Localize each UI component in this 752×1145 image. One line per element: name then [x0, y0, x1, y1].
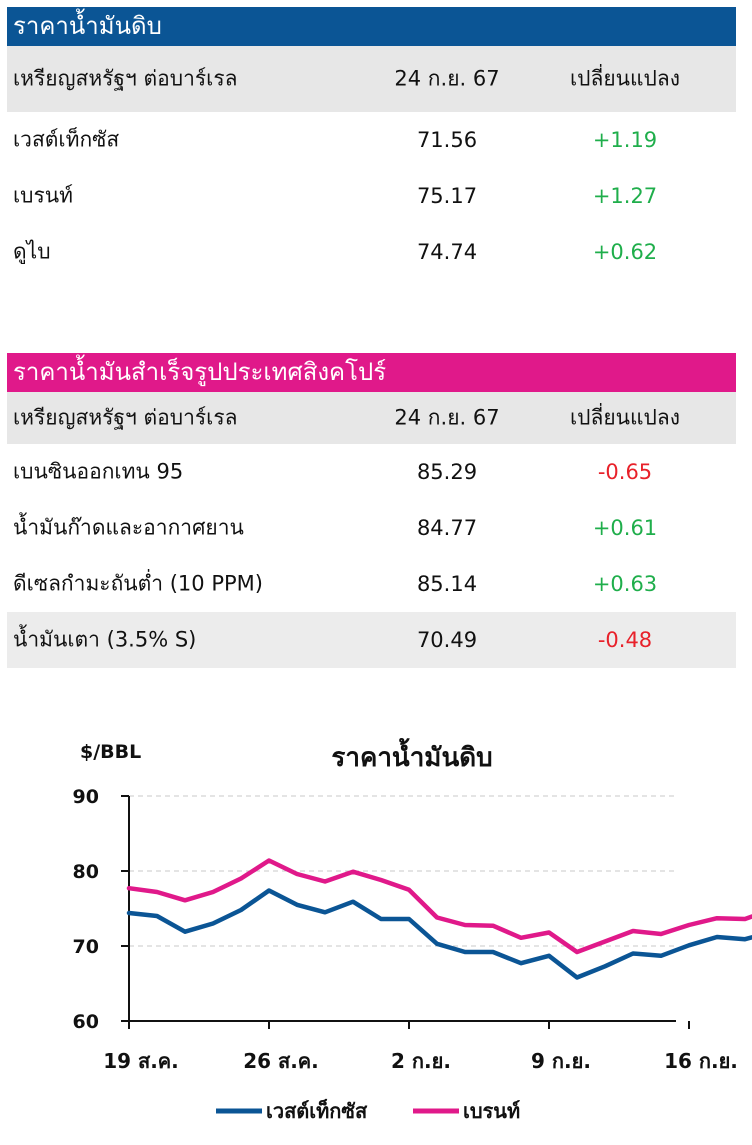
table-row: ดูไบ 74.74 +0.62	[7, 224, 736, 280]
x-tick-label: 26 ส.ค.	[243, 1049, 319, 1073]
product-name: ดูไบ	[13, 236, 51, 269]
chart-title: ราคาน้ำมันดิบ	[331, 737, 492, 773]
table-row: ดีเซลกำมะถันต่ำ (10 PPM) 85.14 +0.63	[7, 556, 736, 612]
product-change: +1.19	[527, 128, 723, 152]
x-tick-label: 16 ก.ย.	[664, 1049, 738, 1073]
refined-header-row: เหรียญสหรัฐฯ ต่อบาร์เรล 24 ก.ย. 67 เปลี่…	[7, 392, 736, 444]
table-row: น้ำมันเตา (3.5% S) 70.49 -0.48	[7, 612, 736, 668]
product-change: +0.63	[527, 572, 723, 596]
product-price: 85.14	[377, 572, 517, 596]
table-row: เบรนท์ 75.17 +1.27	[7, 168, 736, 224]
product-price: 85.29	[377, 460, 517, 484]
table-row: น้ำมันก๊าดและอากาศยาน 84.77 +0.61	[7, 500, 736, 556]
x-tick-label: 9 ก.ย.	[531, 1049, 591, 1073]
product-name: เบนซินออกเทน 95	[13, 456, 183, 489]
refined-table-title: ราคาน้ำมันสำเร็จรูปประเทศสิงคโปร์	[7, 353, 736, 392]
x-tick-label: 2 ก.ย.	[391, 1049, 451, 1073]
crude-table-title: ราคาน้ำมันดิบ	[7, 7, 736, 46]
product-name: เวสต์เท็กซัส	[13, 124, 119, 157]
refined-header-unit: เหรียญสหรัฐฯ ต่อบาร์เรล	[13, 402, 237, 435]
product-change: +0.61	[527, 516, 723, 540]
product-change: -0.65	[527, 460, 723, 484]
series-line-brent	[129, 861, 752, 953]
product-name: น้ำมันเตา (3.5% S)	[13, 624, 196, 657]
crude-header-row: เหรียญสหรัฐฯ ต่อบาร์เรล 24 ก.ย. 67 เปลี่…	[7, 46, 736, 112]
table-row: เวสต์เท็กซัส 71.56 +1.19	[7, 112, 736, 168]
crude-price-line-chart: $/BBL ราคาน้ำมันดิบ 60 70 80 90 19 ส.ค. 26 ส.…	[0, 720, 752, 1145]
crude-header-date: 24 ก.ย. 67	[377, 63, 517, 96]
product-name: น้ำมันก๊าดและอากาศยาน	[13, 512, 244, 545]
legend-label: เบรนท์	[463, 1099, 520, 1123]
product-price: 74.74	[377, 240, 517, 264]
crude-price-table: ราคาน้ำมันดิบ เหรียญสหรัฐฯ ต่อบาร์เรล 24…	[7, 7, 736, 280]
product-price: 71.56	[377, 128, 517, 152]
product-price: 70.49	[377, 628, 517, 652]
product-price: 84.77	[377, 516, 517, 540]
product-price: 75.17	[377, 184, 517, 208]
y-tick-label: 60	[73, 1011, 99, 1033]
y-axis-unit-label: $/BBL	[80, 741, 141, 763]
y-tick-label: 90	[73, 786, 99, 808]
refined-price-table: ราคาน้ำมันสำเร็จรูปประเทศสิงคโปร์ เหรียญ…	[7, 353, 736, 668]
y-tick-label: 80	[73, 861, 99, 883]
product-name: ดีเซลกำมะถันต่ำ (10 PPM)	[13, 568, 263, 601]
legend-label: เวสต์เท็กซัส	[266, 1098, 368, 1123]
refined-header-date: 24 ก.ย. 67	[377, 402, 517, 435]
crude-header-change: เปลี่ยนแปลง	[527, 63, 723, 96]
x-tick-label: 19 ส.ค.	[103, 1049, 179, 1073]
refined-header-change: เปลี่ยนแปลง	[527, 402, 723, 435]
product-name: เบรนท์	[13, 180, 73, 213]
y-tick-label: 70	[73, 936, 99, 958]
product-change: +0.62	[527, 240, 723, 264]
table-row: เบนซินออกเทน 95 85.29 -0.65	[7, 444, 736, 500]
product-change: -0.48	[527, 628, 723, 652]
product-change: +1.27	[527, 184, 723, 208]
crude-header-unit: เหรียญสหรัฐฯ ต่อบาร์เรล	[13, 63, 237, 96]
